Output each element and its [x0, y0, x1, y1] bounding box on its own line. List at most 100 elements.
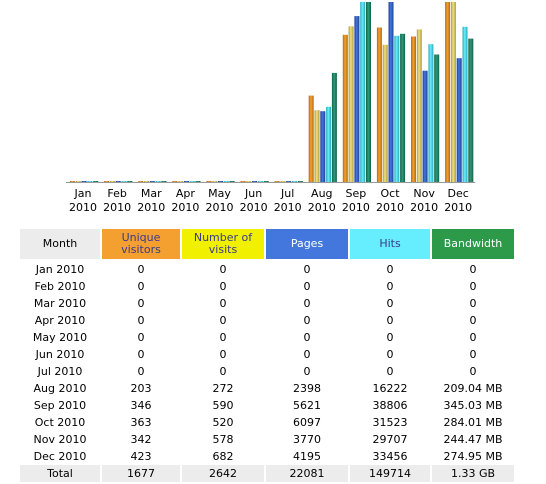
cell-number-of-visits: 0	[219, 331, 227, 344]
cell-bandwidth: 0	[469, 280, 477, 293]
table-row: Dec 2010 423 682 4195 33456 274.95 MB	[20, 448, 514, 465]
table-row: Sep 2010 346 590 5621 38806 345.03 MB	[20, 397, 514, 414]
bar-bandwidth_mb-1	[127, 181, 133, 182]
bar-bandwidth_mb-0	[93, 181, 99, 182]
cell-unique-visitors: 0	[137, 297, 145, 310]
total-label: Total	[20, 465, 100, 482]
total-bandwidth: 1.33 GB	[432, 465, 514, 482]
bar-unique-7	[308, 95, 314, 182]
cell-hits: 0	[386, 297, 394, 310]
x-tick-label-year: 2010	[410, 201, 438, 214]
cell-month: Mar 2010	[33, 297, 87, 310]
x-tick-label-year: 2010	[69, 201, 97, 214]
cell-month: Sep 2010	[33, 399, 87, 412]
bar-visits-1	[109, 181, 115, 182]
x-tick-label-month: Oct	[380, 187, 400, 200]
bar-visits-0	[75, 181, 81, 182]
bar-unique-2	[138, 181, 144, 182]
cell-hits: 33456	[372, 450, 408, 463]
cell-bandwidth: 274.95 MB	[443, 450, 503, 463]
cell-hits: 0	[386, 280, 394, 293]
bar-bandwidth_mb-4	[229, 181, 235, 182]
column-header-number-of-visits: Number of visits	[182, 229, 264, 259]
bar-hits-5	[257, 181, 263, 182]
bar-bandwidth_mb-3	[195, 181, 201, 182]
cell-bandwidth: 0	[469, 314, 477, 327]
cell-unique-visitors: 0	[137, 348, 145, 361]
bar-visits-11	[450, 2, 456, 182]
table-header-row: Month Unique visitors Number of visits P…	[20, 229, 514, 259]
bar-bandwidth_mb-11	[468, 38, 474, 182]
bar-pages-3	[183, 181, 189, 182]
x-tick-label-month: Jun	[244, 187, 262, 200]
x-tick-label-month: Aug	[311, 187, 332, 200]
cell-number-of-visits: 0	[219, 348, 227, 361]
bar-bandwidth_mb-7	[331, 72, 337, 182]
x-tick-label-month: Nov	[413, 187, 435, 200]
cell-pages: 0	[303, 348, 311, 361]
cell-bandwidth: 0	[469, 348, 477, 361]
cell-month: Dec 2010	[33, 450, 87, 463]
x-tick-label-month: Sep	[346, 187, 367, 200]
cell-month: May 2010	[32, 331, 88, 344]
bar-unique-10	[411, 36, 416, 182]
cell-number-of-visits: 682	[212, 450, 234, 463]
cell-unique-visitors: 0	[137, 365, 145, 378]
cell-unique-visitors: 0	[137, 263, 145, 276]
cell-pages: 2398	[293, 382, 321, 395]
x-tick-label-month: May	[208, 187, 231, 200]
bar-hits-8	[360, 2, 366, 182]
bar-unique-4	[206, 181, 212, 182]
x-tick-label-year: 2010	[103, 201, 131, 214]
x-tick-label-year: 2010	[444, 201, 472, 214]
bar-visits-3	[178, 181, 184, 182]
bar-visits-6	[280, 181, 286, 182]
bar-unique-8	[342, 34, 348, 182]
cell-pages: 0	[303, 365, 311, 378]
cell-month: Apr 2010	[34, 314, 86, 327]
total-unique-visitors: 1677	[102, 465, 180, 482]
cell-unique-visitors: 363	[130, 416, 152, 429]
cell-unique-visitors: 0	[137, 280, 145, 293]
table-row: Mar 2010 0 0 0 0 0	[20, 295, 514, 312]
total-number-of-visits: 2642	[182, 465, 264, 482]
cell-number-of-visits: 0	[219, 263, 227, 276]
monthly-stats-table: Month Unique visitors Number of visits P…	[18, 229, 516, 482]
x-tick-label-month: Apr	[176, 187, 196, 200]
column-header-unique-visitors: Unique visitors	[102, 229, 180, 259]
cell-unique-visitors: 342	[130, 433, 152, 446]
bar-unique-3	[172, 181, 178, 182]
bar-unique-5	[240, 181, 246, 182]
cell-bandwidth: 244.47 MB	[443, 433, 503, 446]
bar-hits-0	[87, 181, 93, 182]
bar-pages-2	[149, 181, 155, 182]
bar-visits-2	[144, 181, 149, 182]
cell-number-of-visits: 0	[219, 297, 227, 310]
cell-month: Oct 2010	[34, 416, 86, 429]
bar-visits-5	[246, 181, 252, 182]
cell-month: Jun 2010	[35, 348, 85, 361]
x-tick-label-year: 2010	[240, 201, 268, 214]
cell-bandwidth: 0	[469, 297, 477, 310]
cell-pages: 4195	[293, 450, 321, 463]
bar-visits-10	[416, 29, 422, 183]
cell-pages: 0	[303, 331, 311, 344]
cell-number-of-visits: 0	[219, 365, 227, 378]
bar-pages-1	[115, 181, 121, 182]
cell-pages: 0	[303, 297, 311, 310]
cell-month: Aug 2010	[33, 382, 87, 395]
x-tick-label-year: 2010	[137, 201, 165, 214]
bar-visits-4	[212, 181, 218, 182]
x-tick-label-month: Feb	[107, 187, 126, 200]
x-tick-label-month: Dec	[448, 187, 469, 200]
bar-bandwidth_mb-2	[161, 181, 167, 182]
table-row: Jun 2010 0 0 0 0 0	[20, 346, 514, 363]
bar-pages-10	[422, 70, 428, 182]
cell-bandwidth: 209.04 MB	[443, 382, 503, 395]
bar-hits-9	[394, 35, 400, 182]
x-tick-label-year: 2010	[342, 201, 370, 214]
bar-hits-6	[292, 181, 297, 182]
bar-unique-6	[274, 181, 280, 182]
bar-hits-7	[326, 106, 332, 182]
bar-bandwidth_mb-5	[263, 181, 269, 182]
